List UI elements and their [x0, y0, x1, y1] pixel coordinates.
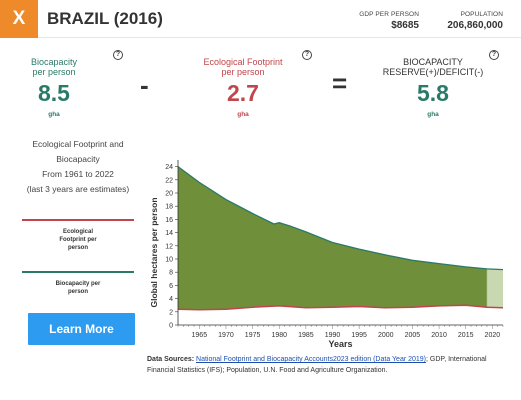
footprint-line [177, 304, 504, 311]
y-tick-label: 2 [169, 309, 173, 316]
y-tick-label: 4 [169, 296, 173, 303]
y-tick-label: 24 [165, 164, 173, 171]
reserve-help-icon[interactable]: ? [489, 50, 499, 60]
y-tick-label: 16 [165, 217, 173, 224]
x-tick-label: 1970 [218, 332, 234, 339]
y-axis-label: Global hectares per person [149, 197, 159, 307]
y-tick-label: 6 [169, 283, 173, 290]
reserve-value: 5.8 [417, 80, 449, 106]
equals-operator: = [332, 68, 348, 98]
y-tick-label: 22 [165, 177, 173, 184]
biocapacity-unit: gha [48, 111, 60, 118]
reserve-area [178, 166, 503, 310]
y-tick-label: 10 [165, 257, 173, 264]
y-tick-label: 20 [165, 191, 173, 198]
biocapacity-help-icon[interactable]: ? [113, 50, 123, 60]
x-tick-label: 1975 [245, 332, 261, 339]
sources-label: Data Sources: [147, 356, 195, 363]
country-title: BRAZIL (2016) [47, 9, 163, 28]
population-value: 206,860,000 [447, 20, 503, 31]
x-tick-label: 2020 [485, 332, 501, 339]
reserve-metric: BIOCAPACITY RESERVE(+)/DEFICIT(-) 5.8 gha [372, 57, 494, 118]
learn-more-button[interactable]: Learn More [28, 313, 135, 345]
x-tick-label: 1965 [192, 332, 208, 339]
x-axis-label: Years [328, 339, 352, 349]
description-line: Ecological Footprint and [32, 139, 124, 149]
biocapacity-metric: Biocapacity per person 8.5 gha [18, 57, 90, 118]
x-tick-label: 2005 [405, 332, 421, 339]
y-tick-label: 8 [169, 270, 173, 277]
description-line: (last 3 years are estimates) [26, 184, 130, 194]
x-tick-label: 1995 [351, 332, 367, 339]
y-tick-label: 18 [165, 204, 173, 211]
data-sources: Data Sources: National Footprint and Bio… [147, 354, 507, 376]
population-stat: POPULATION 206,860,000 [447, 11, 503, 31]
reserve-label: BIOCAPACITY RESERVE(+)/DEFICIT(-) [382, 57, 484, 77]
chart-description: Ecological Footprint and Biocapacity Fro… [8, 137, 148, 197]
close-button[interactable]: X [0, 0, 38, 38]
sources-link[interactable]: National Footprint and Biocapacity Accou… [196, 356, 427, 363]
gdp-stat: GDP PER PERSON $8685 [359, 11, 419, 31]
footprint-help-icon[interactable]: ? [302, 50, 312, 60]
footprint-metric: Ecological Footprint per person 2.7 gha [188, 57, 298, 118]
minus-operator: - [140, 70, 149, 100]
y-tick-label: 14 [165, 230, 173, 237]
footprint-label: Ecological Footprint per person [203, 57, 283, 77]
estimate-band [487, 268, 503, 308]
description-line: From 1961 to 2022 [42, 169, 114, 179]
y-tick-label: 12 [165, 243, 173, 250]
gdp-value: $8685 [391, 20, 419, 31]
footprint-legend-label: Ecological Footprint per person [59, 229, 97, 251]
biocapacity-line [177, 166, 504, 271]
description-line: Biocapacity [56, 154, 100, 164]
header-bar: X BRAZIL (2016) GDP PER PERSON $8685 POP… [0, 0, 521, 38]
x-tick-label: 2000 [378, 332, 394, 339]
y-tick-label: 0 [169, 323, 173, 330]
footprint-legend-line [22, 219, 134, 221]
biocapacity-value: 8.5 [38, 80, 70, 106]
footprint-unit: gha [237, 111, 249, 118]
footprint-value: 2.7 [227, 80, 259, 106]
biocapacity-legend-label: Biocapacity per person [55, 281, 101, 295]
sources-text: ; GDP, International Financial Statistic… [147, 356, 487, 374]
x-tick-label: 1990 [325, 332, 341, 339]
x-tick-label: 2010 [431, 332, 447, 339]
x-tick-label: 2015 [458, 332, 474, 339]
biocapacity-legend-line [22, 271, 134, 273]
population-label: POPULATION [460, 11, 503, 18]
biocapacity-label: Biocapacity per person [30, 57, 78, 77]
x-tick-label: 1985 [298, 332, 314, 339]
gdp-label: GDP PER PERSON [359, 11, 419, 18]
reserve-unit: gha [427, 111, 439, 118]
x-tick-label: 1980 [271, 332, 287, 339]
